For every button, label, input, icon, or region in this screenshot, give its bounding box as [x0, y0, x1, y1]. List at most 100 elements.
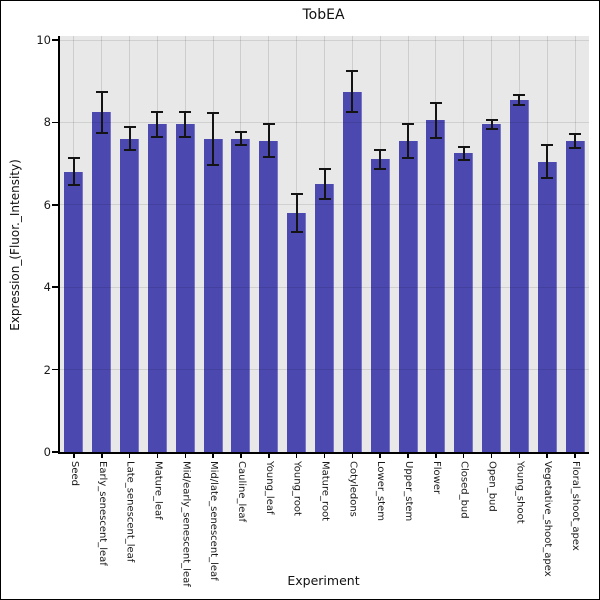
x-tick-label: Late_senescent_leaf — [124, 461, 136, 563]
x-tick-mark — [184, 454, 187, 458]
y-tick-mark — [52, 121, 58, 124]
error-bar-cap-bottom — [67, 184, 80, 187]
error-bar-cap-top — [234, 131, 247, 134]
error-bar-cap-top — [346, 69, 359, 72]
error-bar-line — [184, 112, 187, 137]
bar — [537, 161, 557, 452]
x-tick-mark — [295, 454, 298, 458]
error-bar-cap-bottom — [513, 103, 526, 106]
bar — [287, 213, 307, 452]
y-tick-label: 4 — [43, 280, 51, 295]
bar — [203, 138, 223, 452]
error-bar-cap-bottom — [234, 144, 247, 147]
error-bar-cap-bottom — [457, 158, 470, 161]
y-tick-label: 0 — [43, 445, 51, 459]
bar — [370, 159, 390, 452]
error-bar-cap-top — [457, 145, 470, 148]
error-bar-cap-top — [485, 119, 498, 122]
bar — [398, 140, 418, 452]
bar — [482, 124, 502, 452]
error-bar-cap-top — [95, 90, 108, 93]
error-bar-cap-top — [374, 148, 387, 151]
error-bar-line — [546, 145, 549, 178]
error-bar-cap-bottom — [346, 111, 359, 114]
bar — [147, 124, 167, 452]
error-bar-cap-bottom — [541, 177, 554, 180]
error-bar-cap-top — [67, 157, 80, 160]
error-bar-cap-bottom — [179, 135, 192, 138]
error-bar-cap-top — [569, 132, 582, 135]
chart-title: TobEA — [302, 7, 345, 23]
error-bar-cap-bottom — [262, 156, 275, 159]
bar — [231, 138, 251, 452]
error-bar-cap-bottom — [402, 157, 415, 160]
x-tick-label: Closed_bud — [458, 461, 470, 519]
error-bar-cap-top — [513, 93, 526, 96]
bar — [259, 140, 279, 452]
x-tick-label: Young_shoot — [514, 461, 526, 524]
error-bar-line — [212, 112, 215, 165]
bar — [120, 138, 140, 452]
error-bar-cap-top — [123, 126, 136, 129]
x-tick-mark — [435, 454, 437, 458]
h-gridline — [60, 286, 589, 288]
x-tick-mark — [490, 454, 493, 458]
x-tick-mark — [101, 454, 103, 458]
error-bar-cap-top — [151, 111, 164, 114]
x-tick-label: Young_leaf — [263, 461, 275, 515]
error-bar-cap-bottom — [123, 149, 136, 152]
x-tick-label: Seed — [68, 461, 80, 486]
error-bar-cap-bottom — [485, 127, 498, 130]
x-tick-label: Early_senescent_leaf — [96, 461, 108, 566]
error-bar-line — [379, 149, 382, 170]
x-tick-mark — [73, 454, 75, 458]
y-tick-mark — [52, 39, 58, 41]
error-bar-cap-top — [262, 123, 275, 126]
error-bar-line — [462, 146, 465, 160]
error-bar-line — [156, 112, 159, 137]
bar — [342, 91, 362, 452]
x-tick-label: Lower_stem — [375, 461, 387, 521]
error-bar-line — [518, 94, 521, 105]
x-tick-mark — [379, 454, 381, 458]
x-tick-label: Flower — [430, 461, 442, 495]
x-tick-mark — [351, 454, 354, 458]
x-tick-label: Mature_leaf — [152, 461, 164, 520]
error-bar-cap-top — [541, 144, 554, 147]
bar — [64, 171, 84, 452]
x-tick-mark — [574, 454, 576, 458]
plot-area — [58, 36, 589, 454]
x-tick-label: Cotyledons — [347, 461, 359, 517]
error-bar-cap-top — [179, 111, 192, 114]
error-bar-line — [574, 133, 577, 148]
bar — [175, 124, 195, 452]
error-bar-cap-bottom — [95, 131, 108, 134]
bar — [509, 99, 529, 452]
h-gridline — [60, 369, 589, 371]
x-tick-mark — [462, 454, 465, 458]
error-bar-cap-bottom — [374, 168, 387, 171]
y-tick-mark — [52, 204, 58, 206]
x-tick-mark — [323, 454, 326, 458]
y-tick-mark — [52, 368, 58, 371]
error-bar-cap-bottom — [569, 146, 582, 149]
h-gridline — [60, 121, 589, 123]
x-tick-mark — [268, 454, 270, 458]
error-bar-line — [490, 120, 493, 129]
x-tick-label: Mid/early_senescent_leaf — [180, 461, 192, 587]
y-tick-label: 6 — [43, 197, 51, 212]
x-tick-label: Floral_shoot_apex — [570, 461, 582, 551]
error-bar-line — [100, 91, 103, 133]
error-bar-cap-top — [402, 122, 415, 125]
bar — [315, 184, 334, 452]
bar — [454, 153, 474, 452]
error-bar-cap-top — [318, 168, 331, 171]
error-bar-cap-top — [207, 111, 220, 114]
h-gridline — [60, 204, 589, 206]
error-bar-cap-top — [290, 193, 303, 196]
x-tick-label: Upper_stem — [403, 461, 415, 522]
bar — [426, 120, 446, 452]
x-tick-label: Open_bud — [486, 461, 498, 512]
x-tick-mark — [240, 454, 242, 458]
x-tick-mark — [156, 454, 159, 458]
